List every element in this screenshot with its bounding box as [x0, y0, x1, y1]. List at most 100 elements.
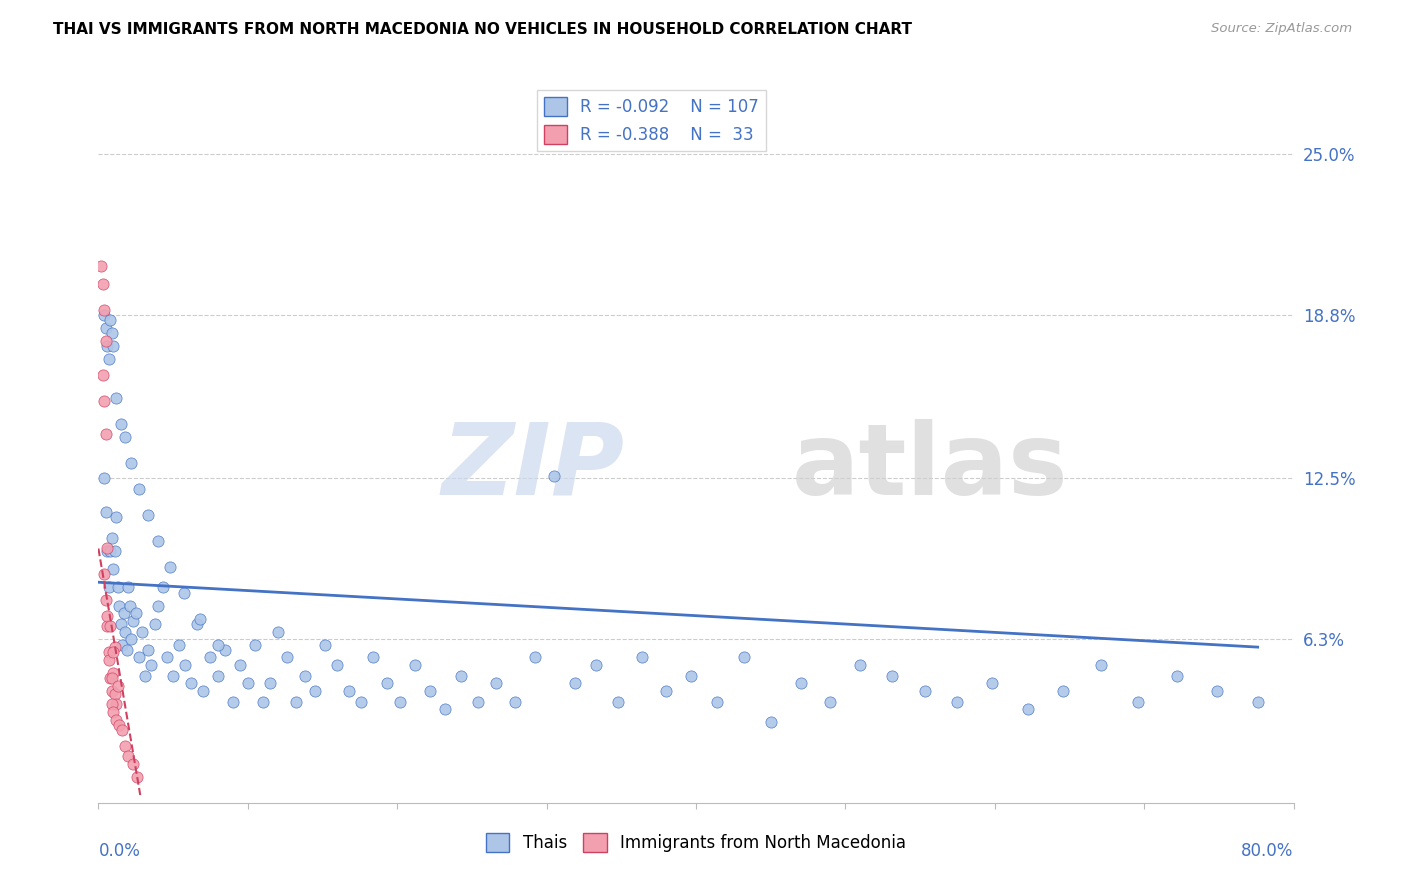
Point — [115, 642, 138, 657]
Point — [93, 308, 115, 322]
Point — [631, 650, 654, 665]
Point — [112, 607, 135, 621]
Point — [159, 559, 181, 574]
Point — [97, 645, 120, 659]
Point — [93, 302, 115, 317]
Point — [93, 393, 115, 408]
Point — [93, 471, 115, 485]
Point — [121, 614, 143, 628]
Point — [259, 676, 281, 690]
Point — [121, 756, 143, 771]
Point — [276, 650, 298, 665]
Point — [503, 695, 526, 709]
Point — [585, 658, 607, 673]
Point — [125, 607, 148, 621]
Point — [98, 619, 122, 633]
Point — [152, 581, 174, 595]
Point — [94, 593, 117, 607]
Point — [117, 581, 139, 595]
Point — [136, 642, 159, 657]
Point — [97, 581, 120, 595]
Point — [91, 368, 114, 382]
Point — [167, 638, 190, 652]
Point — [111, 638, 134, 652]
Point — [105, 391, 128, 405]
Point — [104, 640, 127, 654]
Point — [1206, 684, 1229, 698]
Point — [326, 658, 349, 673]
Point — [485, 676, 508, 690]
Point — [389, 695, 412, 709]
Point — [363, 650, 385, 665]
Point — [304, 684, 326, 698]
Point — [564, 676, 586, 690]
Point — [117, 749, 139, 764]
Point — [315, 638, 337, 652]
Point — [105, 713, 128, 727]
Point — [98, 671, 122, 685]
Point — [267, 624, 290, 639]
Point — [107, 581, 129, 595]
Point — [96, 339, 118, 353]
Point — [759, 715, 782, 730]
Point — [148, 599, 170, 613]
Point — [849, 658, 872, 673]
Point — [94, 505, 117, 519]
Point — [114, 739, 136, 753]
Point — [733, 650, 755, 665]
Point — [180, 676, 202, 690]
Text: atlas: atlas — [792, 419, 1069, 516]
Point — [156, 650, 179, 665]
Point — [419, 684, 441, 698]
Point — [118, 599, 141, 613]
Point — [523, 650, 546, 665]
Point — [94, 334, 117, 348]
Point — [96, 609, 118, 624]
Point — [97, 653, 120, 667]
Point — [434, 702, 457, 716]
Point — [681, 668, 703, 682]
Point — [222, 695, 245, 709]
Point — [607, 695, 630, 709]
Point — [820, 695, 842, 709]
Point — [245, 638, 267, 652]
Point — [173, 585, 195, 599]
Point — [706, 695, 728, 709]
Point — [104, 687, 127, 701]
Point — [789, 676, 811, 690]
Point — [103, 666, 125, 681]
Point — [200, 650, 222, 665]
Legend: Thais, Immigrants from North Macedonia: Thais, Immigrants from North Macedonia — [479, 826, 912, 859]
Point — [114, 430, 136, 444]
Point — [1017, 702, 1039, 716]
Point — [101, 697, 124, 711]
Point — [120, 632, 142, 647]
Point — [91, 277, 114, 291]
Point — [131, 624, 153, 639]
Point — [96, 541, 118, 556]
Point — [214, 642, 236, 657]
Point — [97, 352, 120, 367]
Point — [186, 616, 208, 631]
Point — [139, 658, 162, 673]
Text: THAI VS IMMIGRANTS FROM NORTH MACEDONIA NO VEHICLES IN HOUSEHOLD CORRELATION CHA: THAI VS IMMIGRANTS FROM NORTH MACEDONIA … — [53, 22, 912, 37]
Point — [103, 645, 125, 659]
Point — [136, 508, 159, 522]
Text: 0.0%: 0.0% — [98, 842, 141, 860]
Point — [188, 611, 211, 625]
Point — [543, 468, 565, 483]
Point — [134, 668, 156, 682]
Point — [236, 676, 259, 690]
Point — [104, 544, 127, 558]
Point — [103, 705, 125, 719]
Point — [103, 562, 125, 576]
Point — [98, 313, 122, 327]
Point — [1128, 695, 1150, 709]
Text: ZIP: ZIP — [441, 419, 624, 516]
Point — [111, 723, 134, 738]
Point — [120, 456, 142, 470]
Point — [98, 544, 122, 558]
Point — [207, 638, 229, 652]
Point — [191, 684, 214, 698]
Point — [467, 695, 489, 709]
